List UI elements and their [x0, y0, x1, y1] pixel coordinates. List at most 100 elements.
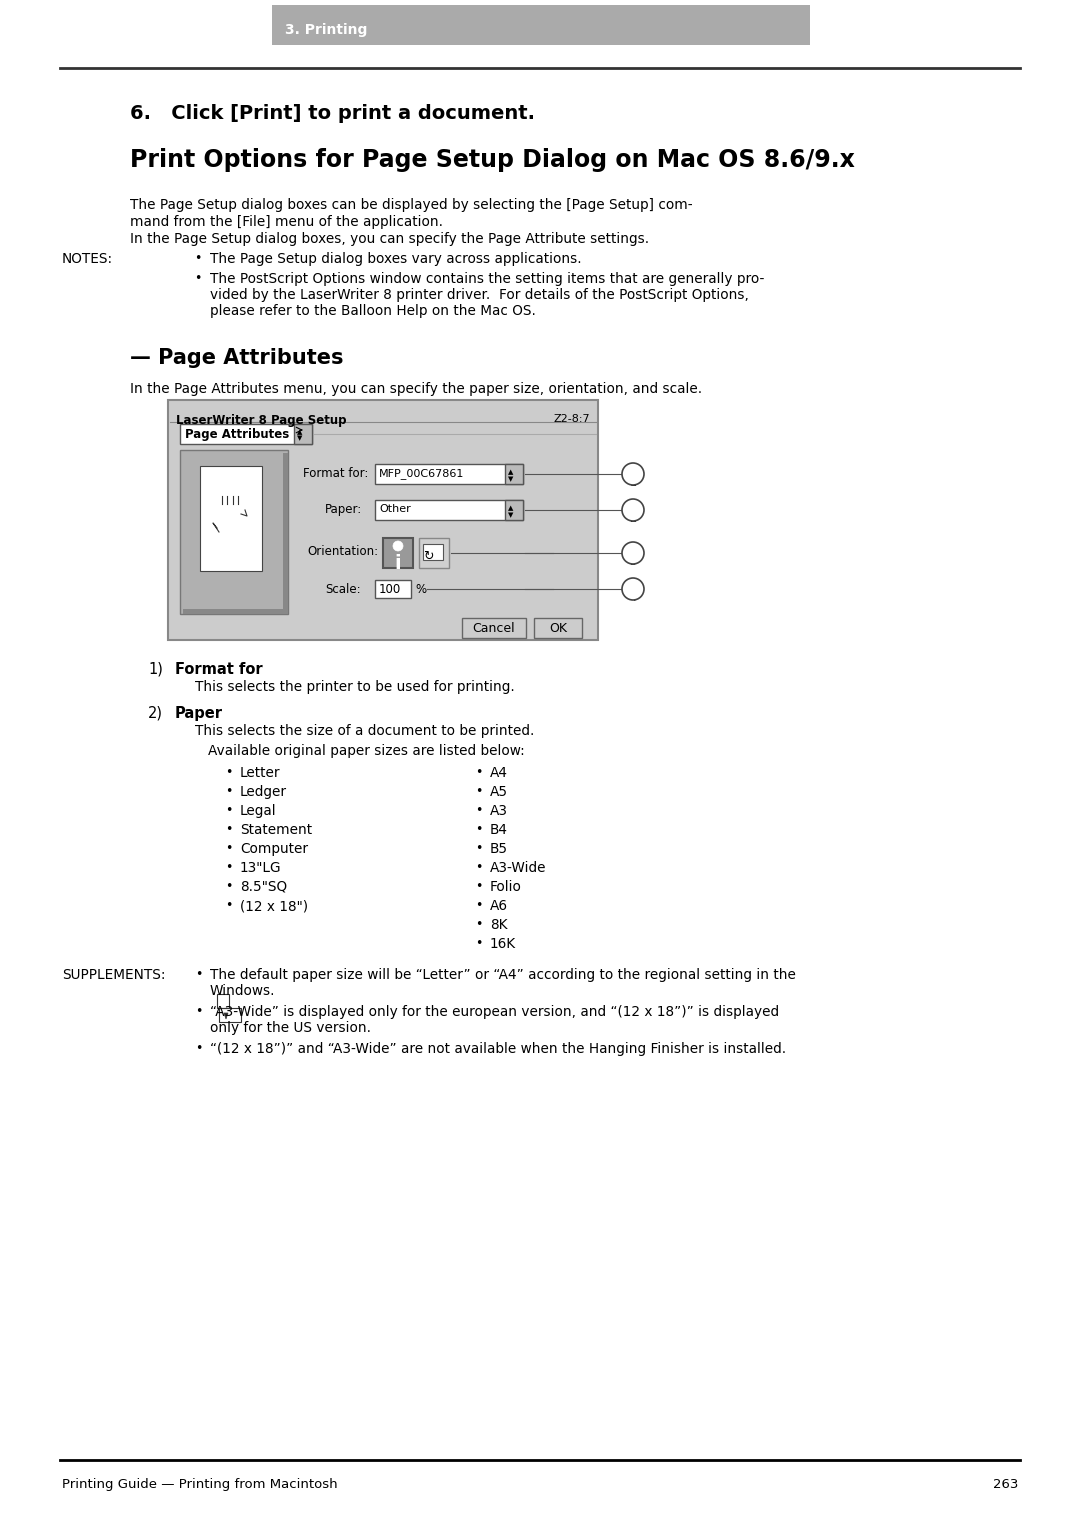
Text: •: • — [195, 967, 202, 981]
Text: 4: 4 — [630, 594, 636, 603]
Text: i: i — [394, 554, 402, 572]
Text: LaserWriter 8 Page Setup: LaserWriter 8 Page Setup — [176, 414, 347, 427]
Text: Other: Other — [379, 504, 410, 514]
Text: Scale:: Scale: — [325, 583, 361, 597]
Text: A3: A3 — [490, 804, 508, 818]
Text: Available original paper sizes are listed below:: Available original paper sizes are liste… — [208, 745, 525, 758]
Text: B4: B4 — [490, 823, 508, 836]
Text: Letter: Letter — [240, 766, 281, 780]
Bar — [180, 450, 288, 613]
Bar — [534, 618, 582, 638]
Text: Cancel: Cancel — [473, 623, 515, 635]
Text: •: • — [475, 861, 483, 874]
Bar — [375, 464, 523, 484]
Text: •: • — [475, 823, 483, 836]
Text: Paper:: Paper: — [325, 504, 362, 516]
Text: — Page Attributes: — Page Attributes — [130, 348, 343, 368]
Text: •: • — [195, 1042, 202, 1054]
Circle shape — [622, 542, 644, 565]
Bar — [383, 539, 413, 568]
Text: The PostScript Options window contains the setting items that are generally pro-: The PostScript Options window contains t… — [210, 272, 765, 285]
Bar — [505, 501, 523, 520]
Text: This selects the size of a document to be printed.: This selects the size of a document to b… — [195, 723, 535, 739]
Text: vided by the LaserWriter 8 printer driver.  For details of the PostScript Option: vided by the LaserWriter 8 printer drive… — [210, 288, 748, 302]
Text: ▼: ▼ — [509, 476, 514, 482]
Text: 263: 263 — [993, 1479, 1018, 1491]
Text: only for the US version.: only for the US version. — [210, 1021, 372, 1035]
Text: This selects the printer to be used for printing.: This selects the printer to be used for … — [195, 681, 515, 694]
Text: 8.5"SQ: 8.5"SQ — [240, 881, 287, 894]
Text: •: • — [475, 766, 483, 778]
Bar — [200, 465, 262, 571]
Text: The Page Setup dialog boxes can be displayed by selecting the [Page Setup] com-: The Page Setup dialog boxes can be displ… — [130, 198, 692, 212]
Text: 16K: 16K — [490, 937, 516, 951]
Text: •: • — [195, 1006, 202, 1018]
Text: •: • — [225, 842, 232, 855]
Text: Format for: Format for — [175, 662, 262, 678]
Text: A5: A5 — [490, 784, 508, 800]
Text: Page Attributes: Page Attributes — [185, 427, 289, 441]
Circle shape — [622, 578, 644, 600]
Text: (12 x 18"): (12 x 18") — [240, 899, 308, 913]
Text: The default paper size will be “Letter” or “A4” according to the regional settin: The default paper size will be “Letter” … — [210, 967, 796, 983]
Text: 2: 2 — [630, 514, 636, 523]
Text: •: • — [475, 784, 483, 798]
Text: 3: 3 — [630, 557, 636, 568]
Circle shape — [622, 462, 644, 485]
Text: “A3-Wide” is displayed only for the european version, and “(12 x 18”)” is displa: “A3-Wide” is displayed only for the euro… — [210, 1006, 779, 1019]
Bar — [419, 539, 449, 568]
Text: 13"LG: 13"LG — [240, 861, 282, 874]
Text: •: • — [194, 252, 201, 266]
Circle shape — [393, 542, 403, 551]
Text: NOTES:: NOTES: — [62, 252, 113, 266]
Text: Print Options for Page Setup Dialog on Mac OS 8.6/9.x: Print Options for Page Setup Dialog on M… — [130, 148, 855, 172]
Text: ▼: ▼ — [297, 435, 302, 441]
Text: ↻: ↻ — [422, 549, 433, 563]
Text: In the Page Setup dialog boxes, you can specify the Page Attribute settings.: In the Page Setup dialog boxes, you can … — [130, 232, 649, 246]
Text: 3. Printing: 3. Printing — [285, 23, 367, 37]
Text: A6: A6 — [490, 899, 508, 913]
Text: Legal: Legal — [240, 804, 276, 818]
Bar — [505, 464, 523, 484]
Text: In the Page Attributes menu, you can specify the paper size, orientation, and sc: In the Page Attributes menu, you can spe… — [130, 382, 702, 397]
Text: A4: A4 — [490, 766, 508, 780]
Text: A3-Wide: A3-Wide — [490, 861, 546, 874]
Text: 2): 2) — [148, 707, 163, 720]
Text: •: • — [225, 766, 232, 778]
Text: ▼: ▼ — [509, 513, 514, 517]
Text: Z2-8:7: Z2-8:7 — [553, 414, 590, 424]
Text: 100: 100 — [379, 583, 402, 597]
Text: •: • — [225, 861, 232, 874]
Circle shape — [622, 499, 644, 520]
Text: •: • — [475, 899, 483, 913]
Text: •: • — [475, 881, 483, 893]
Text: •: • — [225, 784, 232, 798]
Text: B5: B5 — [490, 842, 508, 856]
Text: Paper: Paper — [175, 707, 222, 720]
Bar — [180, 424, 312, 444]
Text: Ledger: Ledger — [240, 784, 287, 800]
Text: Format for:: Format for: — [303, 467, 368, 481]
Text: Orientation:: Orientation: — [307, 545, 378, 559]
Polygon shape — [224, 1013, 228, 1019]
Text: ▲: ▲ — [297, 429, 302, 435]
Bar — [168, 400, 598, 639]
Text: •: • — [225, 881, 232, 893]
Text: 6.   Click [Print] to print a document.: 6. Click [Print] to print a document. — [130, 104, 535, 124]
Text: %: % — [415, 583, 427, 597]
Text: The Page Setup dialog boxes vary across applications.: The Page Setup dialog boxes vary across … — [210, 252, 582, 266]
Bar — [423, 543, 443, 560]
Bar — [294, 424, 312, 444]
Bar — [272, 5, 810, 44]
Text: 8K: 8K — [490, 919, 508, 932]
Text: please refer to the Balloon Help on the Mac OS.: please refer to the Balloon Help on the … — [210, 304, 536, 317]
Text: •: • — [225, 823, 232, 836]
Text: •: • — [475, 937, 483, 951]
Text: 1: 1 — [630, 478, 636, 488]
Bar — [283, 453, 288, 613]
Text: OK: OK — [549, 623, 567, 635]
Bar — [462, 618, 526, 638]
Text: “(12 x 18”)” and “A3-Wide” are not available when the Hanging Finisher is instal: “(12 x 18”)” and “A3-Wide” are not avail… — [210, 1042, 786, 1056]
Text: SUPPLEMENTS:: SUPPLEMENTS: — [62, 967, 165, 983]
Bar — [183, 609, 288, 613]
